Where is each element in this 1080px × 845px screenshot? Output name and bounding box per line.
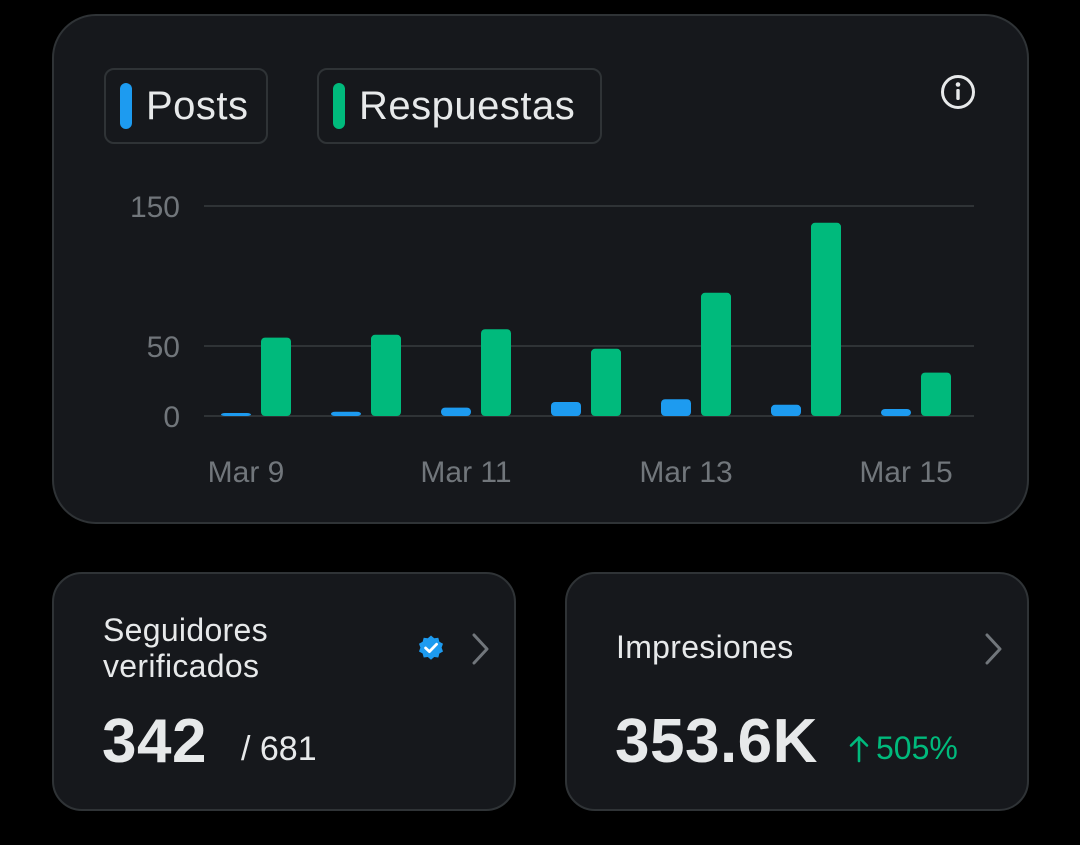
impressions-change-value: 505% — [876, 730, 958, 766]
posts-bar-1[interactable] — [221, 413, 251, 416]
replies-bar-1[interactable] — [261, 337, 291, 416]
legend-replies-swatch — [333, 83, 345, 129]
impressions-change: 505% — [848, 730, 958, 767]
verified-followers-card[interactable]: Seguidores verificados 342 / 681 — [52, 572, 516, 811]
y-tick-label: 150 — [130, 191, 180, 224]
y-tick-label: 50 — [147, 331, 180, 364]
replies-bar-4[interactable] — [591, 348, 621, 416]
x-tick-label: Mar 15 — [859, 456, 952, 489]
x-tick-label: Mar 9 — [208, 456, 285, 489]
impressions-value: 353.6K — [615, 707, 818, 776]
impressions-title: Impresiones — [616, 629, 794, 665]
legend-replies[interactable]: Respuestas — [317, 68, 602, 144]
impressions-card[interactable]: Impresiones 353.6K 505% — [565, 572, 1029, 811]
chart-card: Posts Respuestas 0 50 150 Mar 9 Mar 11 Mar 13… — [52, 14, 1029, 524]
total-followers: / 681 — [241, 730, 317, 768]
posts-bar-5[interactable] — [661, 399, 691, 416]
legend-replies-label: Respuestas — [359, 83, 576, 128]
y-tick-label: 0 — [163, 401, 180, 434]
verified-followers-title-line2: verificados — [103, 648, 260, 684]
info-icon[interactable] — [938, 72, 978, 112]
posts-bar-2[interactable] — [331, 411, 361, 416]
verified-followers-title-line1: Seguidores — [103, 612, 268, 648]
legend-posts[interactable]: Posts — [104, 68, 268, 144]
verified-followers-value: 342 — [102, 707, 207, 776]
posts-bar-6[interactable] — [771, 404, 801, 416]
replies-bar-3[interactable] — [481, 329, 511, 416]
legend-posts-label: Posts — [146, 83, 249, 128]
posts-bar-4[interactable] — [551, 402, 581, 416]
replies-bar-6[interactable] — [811, 222, 841, 416]
chevron-right-icon[interactable] — [983, 632, 1005, 666]
bar-chart: 0 50 150 Mar 9 Mar 11 Mar 13 Mar 15 — [130, 191, 974, 489]
verified-badge-icon — [419, 635, 443, 660]
legend-posts-swatch — [120, 83, 132, 129]
x-tick-label: Mar 13 — [639, 456, 732, 489]
replies-bar-5[interactable] — [701, 292, 731, 416]
x-tick-label: Mar 11 — [420, 456, 511, 489]
replies-bar-7[interactable] — [921, 372, 951, 416]
replies-bar-2[interactable] — [371, 334, 401, 416]
arrow-up-icon — [849, 735, 869, 762]
posts-bar-7[interactable] — [881, 409, 911, 416]
verified-followers-title: Seguidores verificados — [103, 612, 268, 684]
chevron-right-icon[interactable] — [470, 632, 492, 666]
posts-bar-3[interactable] — [441, 407, 471, 416]
